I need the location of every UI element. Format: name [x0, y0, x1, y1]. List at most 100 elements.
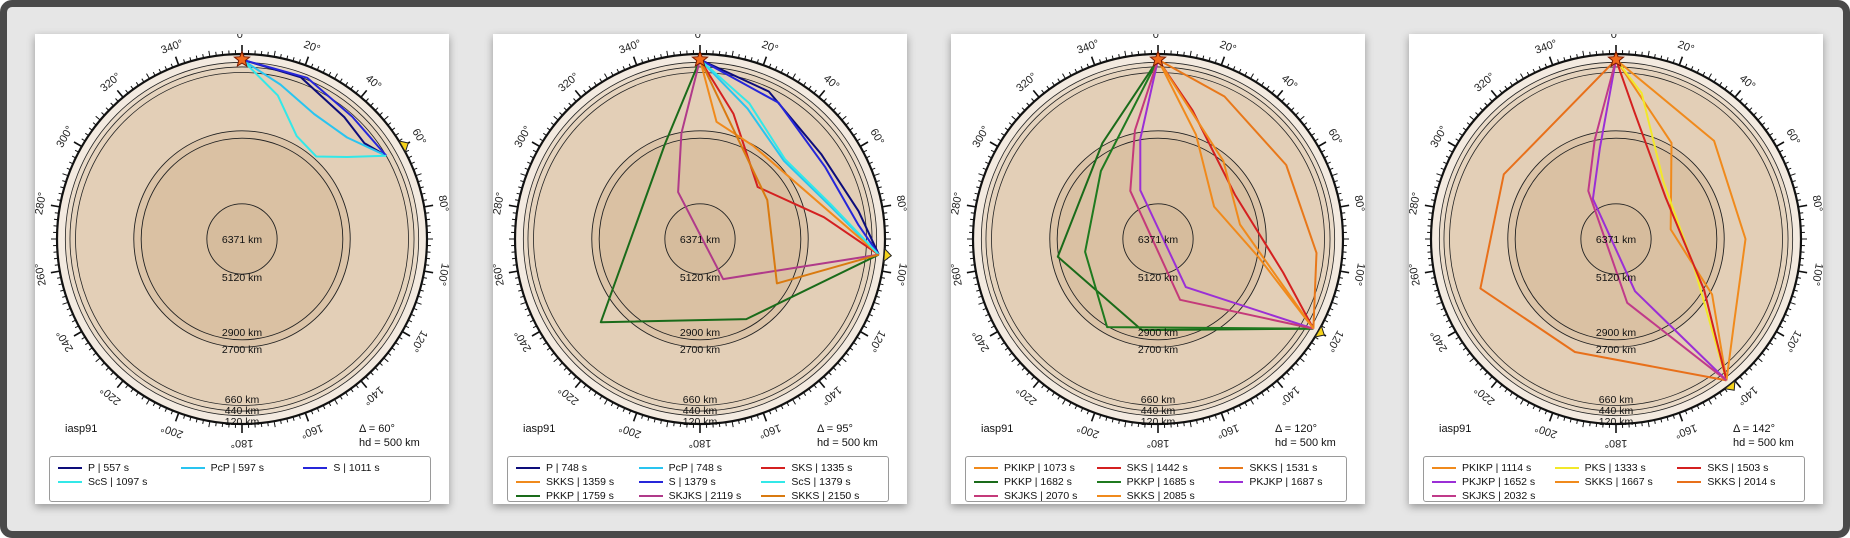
degree-tick [987, 155, 992, 159]
depth-label: 6371 km [1596, 234, 1637, 246]
degree-tick [972, 277, 978, 279]
depth-label: 6371 km [680, 234, 721, 246]
depth-label: 2900 km [1138, 327, 1179, 339]
degree-tick [1430, 277, 1436, 279]
degree-tick [387, 122, 392, 126]
degree-label: 160° [299, 421, 324, 440]
degree-tick [1787, 307, 1792, 311]
degree-tick [845, 352, 850, 356]
degree-tick [660, 419, 662, 425]
legend-label: PKKP | 1685 s [1126, 476, 1195, 488]
receiver-triangle-icon [1723, 379, 1736, 391]
degree-tick [1791, 295, 1796, 298]
legend-label: PcP | 748 s [668, 462, 722, 474]
degree-label: 260° [35, 262, 49, 287]
legend-item: PKKP | 1685 s [1096, 475, 1220, 489]
degree-tick [1226, 63, 1230, 68]
degree-tick [322, 405, 326, 410]
legend-label: PcP | 597 s [210, 462, 264, 474]
legend-item: PKS | 1333 s [1554, 461, 1678, 475]
legend-swatch [638, 481, 663, 483]
degree-tick [539, 138, 544, 142]
degree-label: 280° [951, 191, 965, 216]
degree-tick [563, 367, 568, 371]
degree-label: 120° [866, 328, 888, 354]
degree-tick [1775, 330, 1785, 337]
degree-tick [1436, 295, 1441, 298]
degree-tick [1469, 357, 1475, 363]
degree-tick [527, 313, 532, 317]
degree-tick [647, 57, 650, 62]
degree-tick [859, 330, 869, 337]
legend-swatch [761, 495, 786, 497]
degree-tick [71, 155, 76, 159]
degree-label: 100° [1809, 262, 1823, 287]
degree-tick [1784, 313, 1789, 317]
degree-tick [660, 53, 662, 59]
degree-tick [1515, 395, 1519, 400]
receiver-triangle-icon [883, 247, 893, 263]
degree-tick [1011, 115, 1017, 121]
degree-tick [1276, 380, 1284, 389]
legend-label: SKS | 1335 s [791, 462, 853, 474]
degree-tick [1299, 115, 1305, 121]
degree-tick [529, 319, 534, 323]
degree-tick [1744, 102, 1748, 107]
degree-tick [512, 212, 517, 214]
degree-tick [417, 180, 422, 183]
degree-tick [797, 395, 801, 400]
depth-label: 2700 km [1138, 344, 1179, 356]
degree-tick [174, 56, 180, 66]
degree-tick [880, 199, 886, 201]
degree-label: 340° [159, 38, 184, 57]
legend-swatch [58, 467, 82, 469]
degree-tick [62, 295, 67, 298]
legend-swatch [1096, 467, 1121, 469]
degree-tick [1232, 407, 1236, 412]
legend-label: ScS | 1097 s [88, 476, 148, 488]
degree-label: 160° [757, 421, 782, 440]
depth-label: 120 km [1141, 416, 1176, 428]
legend-label: PKJKP | 1687 s [1249, 476, 1323, 488]
legend-item: SKS | 1442 s [1096, 461, 1220, 475]
degree-tick [1090, 56, 1096, 66]
degree-tick [849, 127, 854, 131]
degree-tick [1702, 402, 1706, 407]
degree-label: 320° [556, 71, 581, 95]
degree-tick [832, 367, 837, 371]
degree-tick [62, 173, 69, 177]
degree-tick [863, 149, 868, 153]
degree-tick [588, 85, 592, 90]
degree-tick [304, 56, 310, 66]
degree-tick [398, 336, 403, 340]
degree-tick [1183, 422, 1185, 427]
legend-swatch [1219, 481, 1244, 483]
delta-label: Δ = 95° [817, 423, 853, 435]
degree-tick [383, 357, 389, 363]
degree-tick [1226, 410, 1230, 415]
degree-tick [69, 161, 74, 165]
legend-swatch [1219, 467, 1244, 469]
degree-tick [792, 73, 796, 80]
degree-label: 240° [512, 328, 534, 354]
degree-tick [1021, 107, 1026, 111]
degree-tick [1793, 289, 1798, 292]
degree-tick [875, 180, 880, 183]
degree-tick [1744, 371, 1748, 376]
degree-tick [410, 161, 415, 165]
degree-label: 0° [695, 34, 706, 41]
degree-tick [1099, 414, 1102, 419]
degree-tick [527, 161, 532, 165]
degree-tick [1041, 384, 1045, 389]
degree-tick [66, 307, 71, 311]
degree-tick [88, 347, 93, 351]
degree-tick [292, 416, 295, 421]
legend-item: SKKS | 1531 s [1219, 461, 1342, 475]
degree-tick [1479, 107, 1484, 111]
degree-tick [599, 395, 603, 400]
degree-tick [1479, 367, 1484, 371]
degree-tick [370, 102, 374, 107]
degree-tick [539, 336, 544, 340]
degree-label: 340° [1533, 38, 1558, 57]
degree-tick [146, 73, 150, 80]
